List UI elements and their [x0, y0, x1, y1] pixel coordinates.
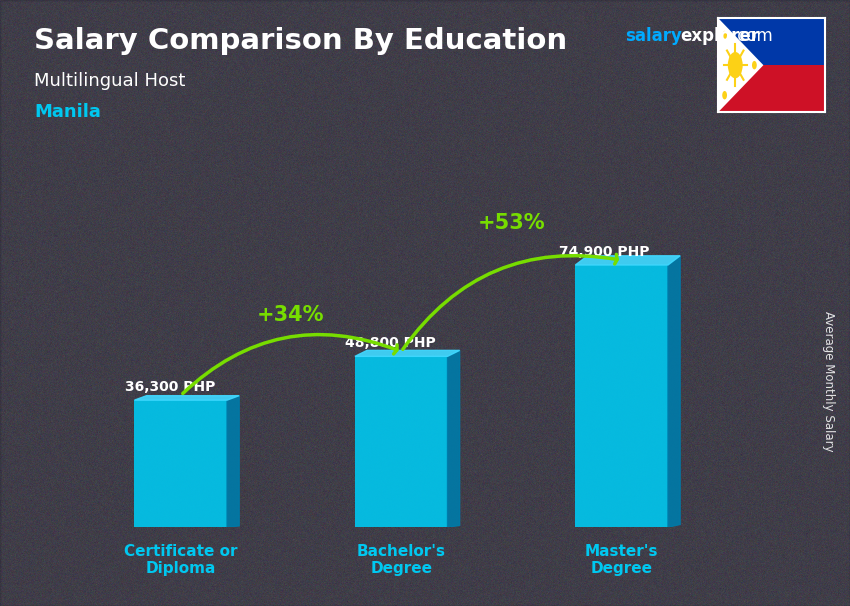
Polygon shape: [227, 396, 239, 527]
FancyBboxPatch shape: [134, 400, 227, 527]
Text: Manila: Manila: [34, 103, 101, 121]
Circle shape: [728, 52, 743, 78]
Text: Salary Comparison By Education: Salary Comparison By Education: [34, 27, 567, 55]
Text: explorer: explorer: [680, 27, 759, 45]
Polygon shape: [575, 256, 680, 265]
Text: Multilingual Host: Multilingual Host: [34, 72, 185, 90]
Text: +34%: +34%: [258, 305, 325, 325]
Circle shape: [722, 31, 727, 39]
FancyBboxPatch shape: [355, 356, 447, 527]
Bar: [718, 65, 824, 112]
Circle shape: [752, 61, 756, 69]
Bar: [718, 18, 824, 65]
Text: salary: salary: [625, 27, 682, 45]
Circle shape: [722, 91, 727, 99]
Text: .com: .com: [733, 27, 774, 45]
Text: 36,300 PHP: 36,300 PHP: [125, 380, 215, 394]
Polygon shape: [668, 256, 680, 527]
Text: 48,800 PHP: 48,800 PHP: [345, 336, 435, 350]
FancyBboxPatch shape: [575, 265, 668, 527]
Polygon shape: [134, 396, 239, 400]
Polygon shape: [718, 18, 763, 112]
Polygon shape: [355, 350, 460, 356]
Text: 74,900 PHP: 74,900 PHP: [558, 245, 649, 259]
Polygon shape: [447, 350, 460, 527]
Text: Average Monthly Salary: Average Monthly Salary: [822, 311, 836, 452]
Text: +53%: +53%: [478, 213, 545, 233]
